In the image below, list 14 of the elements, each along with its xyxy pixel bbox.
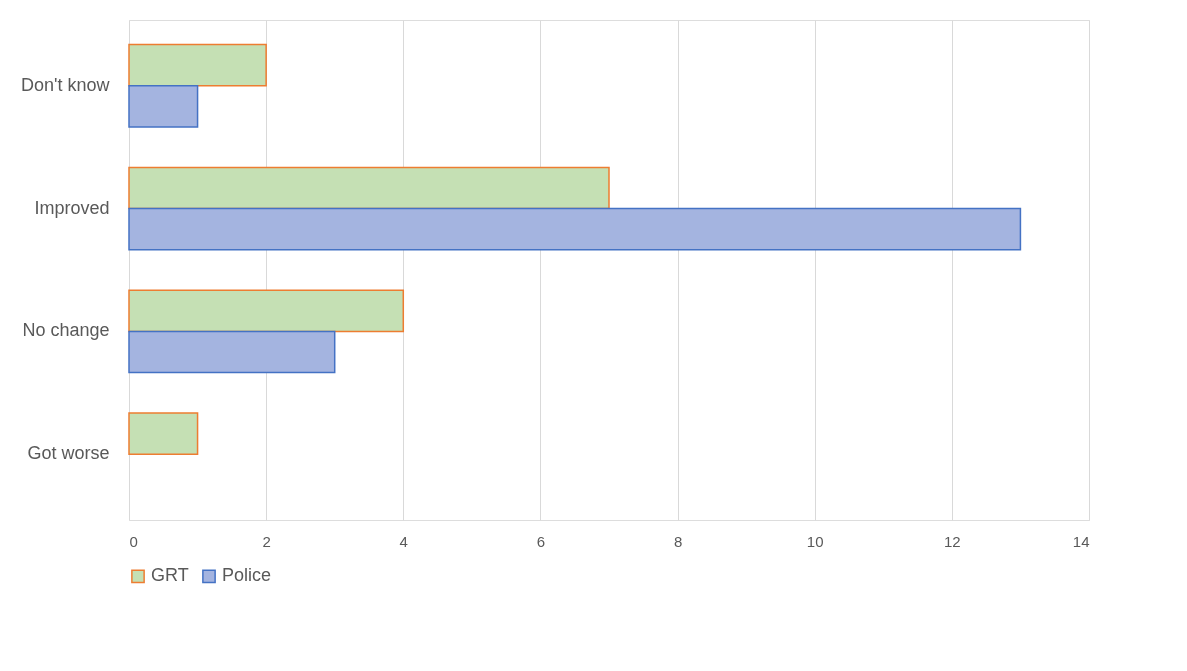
x-tick-label: 0 — [129, 532, 138, 550]
legend-label: Police — [222, 565, 272, 586]
x-tick-label: 4 — [399, 532, 408, 550]
x-tick-label: 2 — [262, 532, 271, 550]
x-tick-label: 6 — [536, 532, 546, 550]
x-tick-label: 8 — [673, 532, 683, 550]
x-tick-label: 12 — [944, 532, 961, 550]
y-tick-label: No change — [22, 320, 110, 341]
y-tick-label: Don't know — [21, 74, 111, 95]
x-tick-label: 10 — [806, 532, 824, 550]
legend-label: GRT — [151, 565, 189, 586]
y-tick-label: Improved — [34, 197, 110, 218]
x-tick-label: 14 — [1072, 532, 1090, 550]
y-tick-label: Got worse — [27, 443, 110, 464]
